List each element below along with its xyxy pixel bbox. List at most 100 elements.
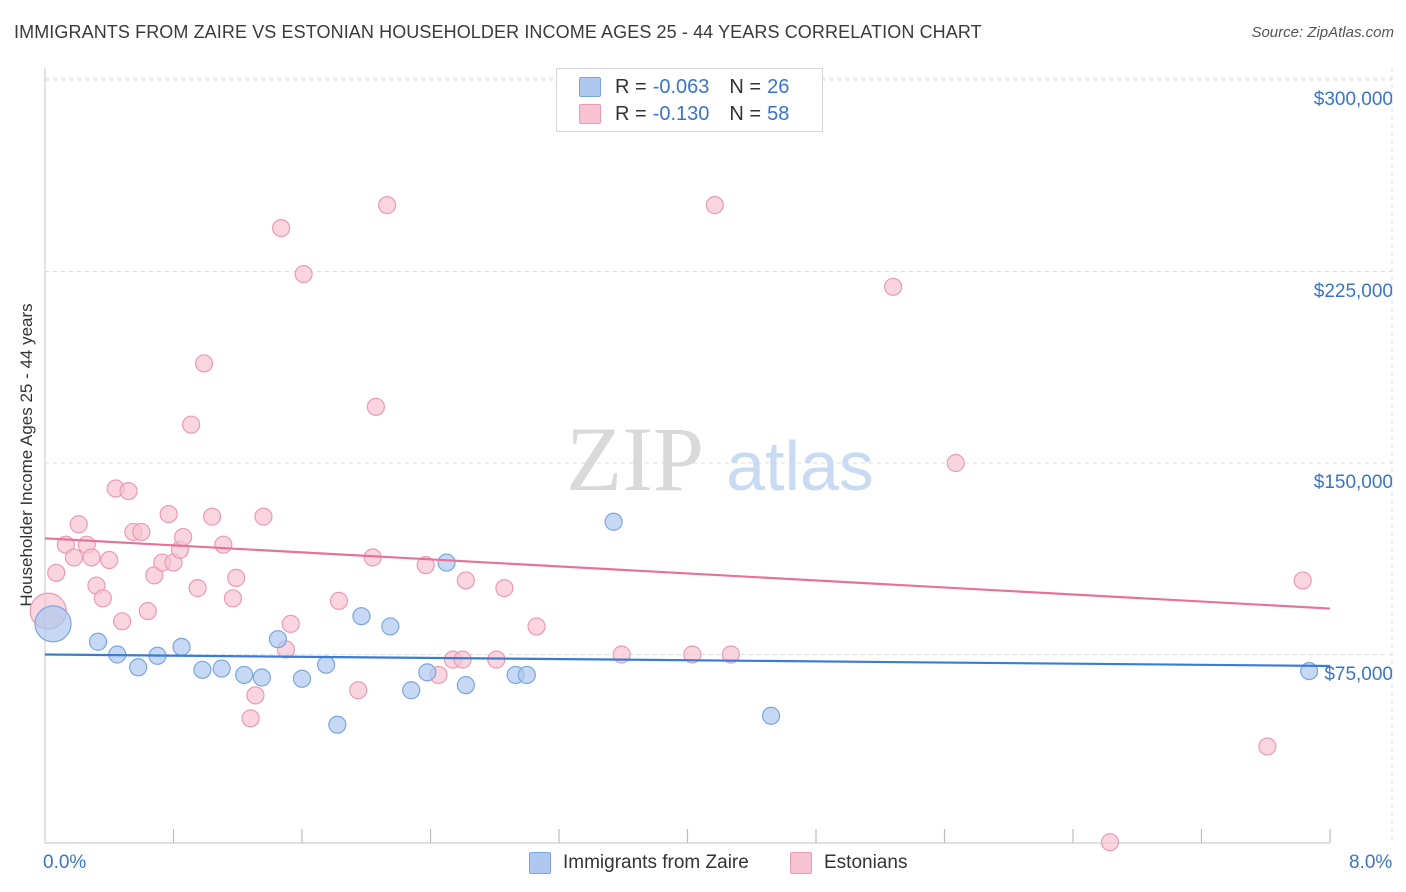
estonian-point [174, 527, 193, 547]
estonian-point [453, 650, 472, 669]
estonian-point [329, 591, 349, 610]
estonian-point [883, 277, 903, 296]
estonian-point [47, 563, 66, 582]
estonian-point [100, 550, 119, 570]
legend-r-value: -0.130 [652, 102, 710, 125]
watermark: ZIP atlas [566, 408, 874, 510]
x-max-label: 8.0% [1349, 852, 1393, 873]
zaire-trend-line [44, 653, 1331, 668]
estonian-point [64, 548, 84, 567]
estonian-point [281, 614, 300, 633]
legend-r-label: R = [615, 102, 647, 125]
estonian-point [527, 617, 546, 636]
legend-swatch-blue [579, 77, 601, 97]
estonian-point [1258, 737, 1277, 756]
estonian-point [182, 415, 201, 434]
zaire-point [402, 681, 421, 700]
zaire-point [328, 715, 347, 734]
zaire-point [604, 512, 623, 531]
legend-n-label: N = [729, 75, 762, 98]
legend-swatch-pink [790, 852, 812, 874]
estonian-point [683, 645, 702, 664]
estonian-point [138, 601, 157, 621]
legend-item-zaire[interactable]: Immigrants from Zaire [529, 852, 749, 874]
zaire-point [352, 607, 371, 626]
estonian-point [93, 589, 112, 608]
estonian-point [416, 556, 435, 575]
legend-label-zaire: Immigrants from Zaire [563, 852, 749, 873]
y-tick-label: $300,000 [1313, 89, 1393, 110]
estonian-point [188, 579, 207, 598]
watermark-zip: ZIP [566, 408, 704, 510]
estonian-point [1293, 571, 1312, 590]
zaire-point [437, 553, 456, 572]
data-points [29, 196, 1319, 852]
legend-n-value: 26 [767, 75, 790, 98]
legend-n-value: 58 [767, 102, 790, 125]
legend-swatch-pink [579, 104, 601, 124]
estonian-point [349, 681, 368, 700]
y-tick-label: $225,000 [1313, 280, 1393, 302]
estonian-point [254, 507, 273, 526]
zaire-point [172, 637, 191, 656]
zaire-point [761, 706, 781, 725]
estonian-point [721, 645, 740, 664]
legend-row-estonians: R = -0.130 N = 58 [579, 102, 789, 126]
estonian-point [294, 264, 313, 284]
zaire-point [381, 617, 400, 636]
estonian-point [214, 535, 233, 554]
estonian-point [202, 507, 222, 526]
estonian-point [241, 709, 260, 728]
zaire-point [456, 676, 475, 695]
estonian-point [495, 579, 514, 598]
zaire-point [268, 630, 288, 649]
zaire-point [212, 659, 231, 678]
chart-title: IMMIGRANTS FROM ZAIRE VS ESTONIAN HOUSEH… [14, 22, 982, 42]
legend-n-label: N = [729, 102, 762, 125]
grid-lines [45, 68, 1393, 843]
estonian-point [456, 571, 475, 590]
legend-label-estonians: Estonians [824, 852, 908, 873]
estonian-point [366, 397, 385, 416]
zaire-point [235, 665, 254, 685]
estonian-point [223, 589, 243, 608]
legend-r-value: -0.063 [652, 75, 710, 98]
zaire-point [292, 669, 312, 688]
series-legend: Immigrants from Zaire Estonians [0, 852, 1406, 876]
zaire-point [193, 660, 212, 679]
estonian-point [946, 453, 965, 473]
legend-swatch-blue [529, 852, 551, 874]
source-label: Source: ZipAtlas.com [1251, 24, 1394, 41]
legend-r-label: R = [615, 75, 647, 98]
estonian-point [194, 354, 214, 373]
estonian-point [119, 481, 138, 501]
estonian-point [227, 568, 246, 588]
zaire-point [34, 605, 72, 643]
estonian-point [272, 218, 291, 238]
zaire-point [88, 632, 108, 651]
watermark-atlas: atlas [726, 427, 874, 505]
estonian-point [132, 522, 151, 542]
x-min-label: 0.0% [43, 852, 87, 873]
legend-row-zaire: R = -0.063 N = 26 [579, 75, 789, 99]
zaire-point [316, 655, 336, 674]
zaire-point [129, 658, 148, 677]
estonian-point [246, 686, 265, 705]
estonian-point [705, 196, 724, 215]
estonian-point [159, 504, 178, 524]
correlation-legend: R = -0.063 N = 26 R = -0.130 N = 58 [556, 68, 823, 132]
y-tick-label: $150,000 [1313, 472, 1393, 493]
trend-lines [44, 537, 1331, 668]
zaire-point [418, 663, 437, 682]
estonian-point [69, 515, 88, 534]
estonian-point [112, 612, 132, 631]
estonian-point [82, 548, 101, 567]
estonian-point [1100, 833, 1120, 852]
legend-item-estonians[interactable]: Estonians [790, 852, 907, 874]
estonian-point [378, 196, 397, 215]
estonian-trend-line [44, 537, 1331, 610]
y-tick-label: $75,000 [1324, 663, 1393, 685]
zaire-point [252, 668, 271, 687]
zaire-point [517, 665, 536, 685]
